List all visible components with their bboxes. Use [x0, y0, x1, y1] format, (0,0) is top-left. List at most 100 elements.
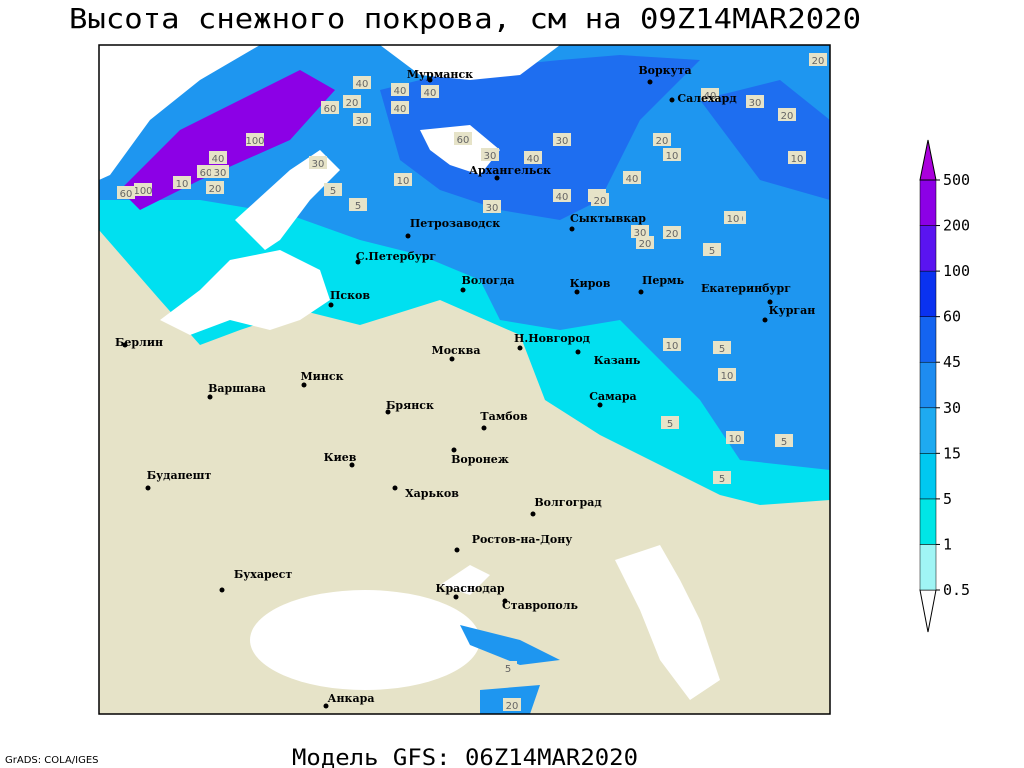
contour-label: 40: [527, 154, 540, 165]
contour-label: 20: [812, 56, 825, 67]
contour-label-box: [481, 148, 499, 161]
contour-label: 30: [312, 159, 325, 170]
city-label: Петрозаводск: [410, 217, 500, 230]
city-label: Варшава: [208, 382, 266, 395]
model-caption: Модель GFS: 06Z14MAR2020: [292, 746, 638, 768]
contour-label: 30: [749, 98, 762, 109]
city-dot: [502, 598, 508, 604]
city-dot: [392, 485, 398, 491]
city-dot: [427, 77, 433, 83]
city-dot: [494, 175, 500, 181]
contour-label-box: [631, 225, 649, 238]
city-dot: [449, 356, 455, 362]
contour-label-box: [503, 698, 521, 711]
contour-label: 100: [133, 186, 152, 197]
contour-label-box: [483, 200, 501, 213]
contour-label-box: [134, 183, 152, 196]
credit: GrADS: COLA/IGES: [5, 755, 99, 766]
contour-label: 5: [719, 344, 725, 355]
legend-label: 0.5: [943, 581, 970, 599]
contour-label-box: [117, 186, 135, 199]
contour-label-box: [324, 183, 342, 196]
city-label: Курган: [769, 304, 816, 317]
contour-label: 20: [639, 239, 652, 250]
legend-arrow-low: [919, 589, 937, 633]
legend-swatch: [919, 407, 937, 454]
city-dot: [574, 289, 580, 295]
contour-label: 20: [666, 229, 679, 240]
city-dot: [669, 97, 675, 103]
contour-label-box: [713, 341, 731, 354]
city-dot: [207, 394, 213, 400]
city-dot: [454, 547, 460, 553]
city-dot: [597, 402, 603, 408]
contour-label: 5: [505, 664, 511, 675]
city-label: Салехард: [677, 92, 736, 105]
legend-label: 60: [943, 308, 961, 326]
city-label: Минск: [300, 370, 343, 383]
contour-label-box: [653, 133, 671, 146]
contour-label: 10: [666, 151, 679, 162]
city-label: Тамбов: [480, 410, 528, 423]
contour-label: 40: [356, 79, 369, 90]
legend-label: 15: [943, 444, 961, 462]
city-dot: [569, 226, 575, 232]
legend-swatch: [919, 498, 937, 545]
city-label: Пермь: [642, 274, 685, 287]
contour-label-box: [321, 101, 339, 114]
contour-label-box: [206, 181, 224, 194]
city-dot: [385, 409, 391, 415]
contour-label: 30: [214, 168, 227, 179]
contour-label: 10: [721, 371, 734, 382]
contour-label: 20: [346, 98, 359, 109]
city-label: Волгоград: [534, 496, 601, 509]
contour-label-box: [173, 176, 191, 189]
city-dot: [453, 594, 459, 600]
contour-label-box: [309, 156, 327, 169]
city-dot: [323, 703, 329, 709]
contour-label-box: [349, 198, 367, 211]
contour-label-box: [499, 661, 517, 674]
contour-label: 60: [324, 104, 337, 115]
contour-label-box: [553, 189, 571, 202]
city-dot: [122, 342, 128, 348]
contour-label-box: [703, 243, 721, 256]
contour-label: 30: [486, 203, 499, 214]
contour-label: 10: [666, 341, 679, 352]
city-label: С.Петербург: [356, 250, 437, 263]
city-label: Москва: [432, 344, 481, 357]
contour-label-box: [524, 151, 542, 164]
city-dot: [481, 425, 487, 431]
contour-label: 20: [656, 136, 669, 147]
city-label: Сыктывкар: [570, 212, 646, 225]
city-dot: [460, 287, 466, 293]
contour-label: 40: [424, 88, 437, 99]
city-dot: [575, 349, 581, 355]
contour-label-box: [197, 165, 215, 178]
contour-label-box: [623, 171, 641, 184]
city-label: Мурманск: [407, 68, 473, 81]
contour-label-box: [209, 151, 227, 164]
legend-arrow-high: [919, 139, 937, 181]
contour-label: 30: [484, 151, 497, 162]
contour-label: 40: [704, 91, 717, 102]
contour-label: 5: [719, 474, 725, 485]
city-label: Псков: [330, 289, 370, 302]
city-label: Самара: [589, 390, 636, 403]
contour-label: 20: [506, 701, 519, 712]
legend-swatch: [919, 544, 937, 591]
contour-label: 5: [781, 437, 787, 448]
legend-swatch: [919, 270, 937, 317]
contour-label-box: [394, 173, 412, 186]
city-label: Будапешт: [147, 469, 212, 482]
legend-swatch: [919, 179, 937, 226]
legend-label: 5: [943, 490, 952, 508]
city-label: Харьков: [405, 487, 459, 500]
contour-label: 10: [729, 434, 742, 445]
contour-label-box: [718, 368, 736, 381]
city-label: Киев: [324, 451, 357, 464]
snow-blue: [99, 45, 830, 470]
contour-label-box: [663, 338, 681, 351]
contour-label: 10: [176, 179, 189, 190]
